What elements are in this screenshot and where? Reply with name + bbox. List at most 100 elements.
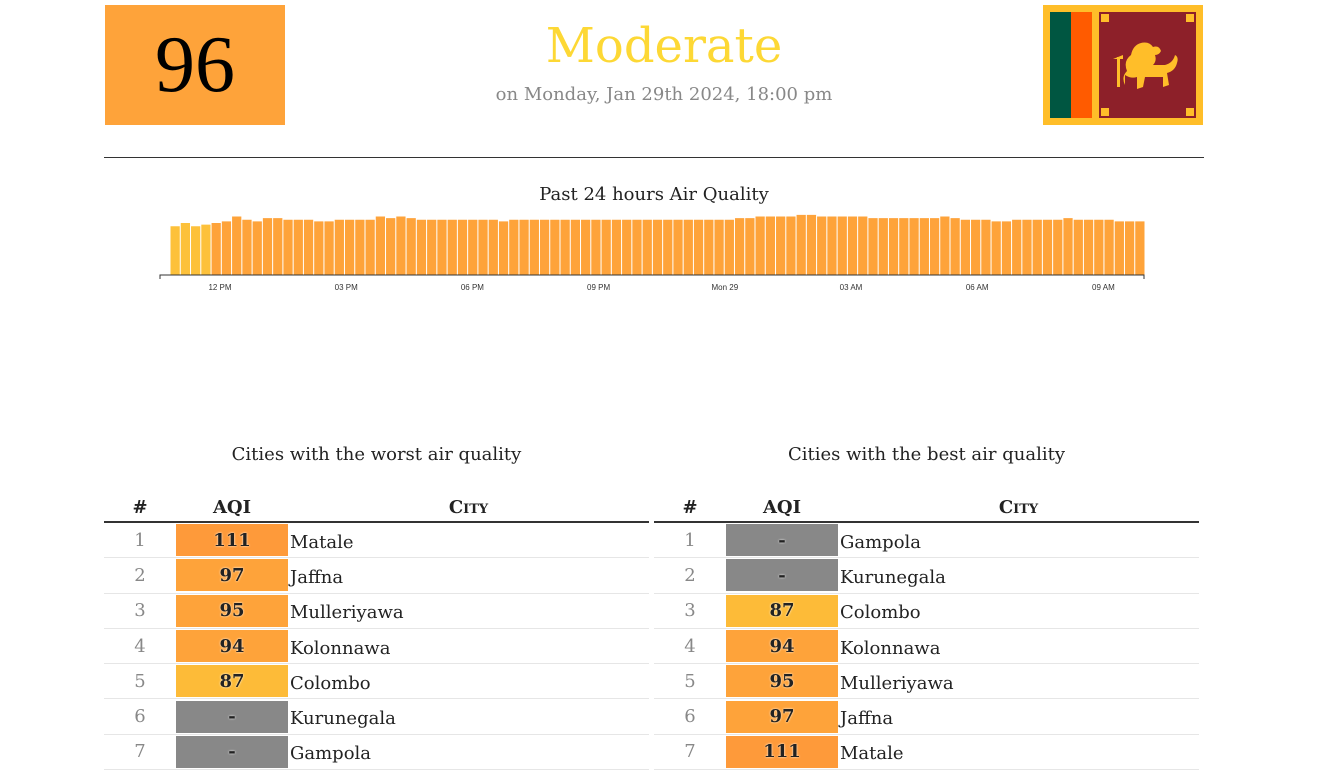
chart-bar[interactable] xyxy=(1022,219,1032,275)
chart-bar[interactable] xyxy=(601,219,611,275)
chart-bar[interactable] xyxy=(1124,221,1135,276)
chart-bar[interactable] xyxy=(437,219,447,275)
chart-bar[interactable] xyxy=(324,221,334,276)
chart-bar[interactable] xyxy=(365,219,375,275)
chart-bar[interactable] xyxy=(765,216,776,276)
table-row[interactable]: 5 95 Mulleriyawa xyxy=(654,664,1199,700)
chart-bar[interactable] xyxy=(827,216,837,276)
chart-bar[interactable] xyxy=(447,219,457,275)
table-row[interactable]: 4 94 Kolonnawa xyxy=(104,629,649,665)
chart-bar[interactable] xyxy=(837,216,847,276)
chart-bar[interactable] xyxy=(611,219,622,275)
chart-bar[interactable] xyxy=(242,219,252,275)
chart-bar[interactable] xyxy=(693,219,704,275)
table-row[interactable]: 1 111 Matale xyxy=(104,523,649,559)
chart-bar[interactable] xyxy=(273,218,283,276)
city-name[interactable]: Jaffna xyxy=(290,566,344,588)
chart-bar[interactable] xyxy=(652,219,663,275)
chart-bar[interactable] xyxy=(283,219,293,275)
table-row[interactable]: 2 - Kurunegala xyxy=(654,558,1199,594)
table-row[interactable]: 6 97 Jaffna xyxy=(654,699,1199,735)
chart-bar[interactable] xyxy=(539,219,550,275)
chart-bar[interactable] xyxy=(745,218,755,276)
city-name[interactable]: Mulleriyawa xyxy=(840,672,954,694)
chart-bar[interactable] xyxy=(1053,219,1063,275)
chart-bar[interactable] xyxy=(478,219,488,275)
chart-bar[interactable] xyxy=(632,219,642,275)
chart-bar[interactable] xyxy=(488,219,498,275)
chart-bar[interactable] xyxy=(427,219,437,275)
chart-bar[interactable] xyxy=(991,221,1001,276)
chart-bar[interactable] xyxy=(416,219,427,275)
chart-bar[interactable] xyxy=(1073,219,1083,275)
chart-bar[interactable] xyxy=(386,218,396,276)
table-row[interactable]: 4 94 Kolonnawa xyxy=(654,629,1199,665)
chart-bar[interactable] xyxy=(981,219,991,275)
chart-bar[interactable] xyxy=(724,219,734,275)
chart-bar[interactable] xyxy=(406,218,416,276)
chart-bar[interactable] xyxy=(252,221,262,276)
chart-bar[interactable] xyxy=(1114,221,1124,276)
city-name[interactable]: Gampola xyxy=(290,743,372,765)
chart-bar[interactable] xyxy=(570,219,581,275)
chart-bar[interactable] xyxy=(498,221,509,276)
table-row[interactable]: 5 87 Colombo xyxy=(104,664,649,700)
chart-bar[interactable] xyxy=(673,219,683,275)
chart-bar[interactable] xyxy=(550,219,560,275)
chart-bar[interactable] xyxy=(1104,219,1114,275)
chart-bar[interactable] xyxy=(888,218,899,276)
chart-bar[interactable] xyxy=(704,219,714,275)
chart-bar[interactable] xyxy=(396,216,406,276)
chart-bar[interactable] xyxy=(1001,221,1012,276)
chart-bar[interactable] xyxy=(878,218,888,276)
chart-bar[interactable] xyxy=(960,219,971,275)
chart-bar[interactable] xyxy=(663,219,673,275)
table-row[interactable]: 1 - Gampola xyxy=(654,523,1199,559)
chart-bar[interactable] xyxy=(1012,219,1022,275)
city-name[interactable]: Gampola xyxy=(840,531,922,553)
chart-bar[interactable] xyxy=(519,219,529,275)
chart-bar[interactable] xyxy=(1094,219,1104,275)
city-name[interactable]: Kurunegala xyxy=(840,566,946,588)
chart-bar[interactable] xyxy=(817,216,827,276)
chart-bar[interactable] xyxy=(786,216,796,276)
chart-bar[interactable] xyxy=(642,219,652,275)
table-row[interactable]: 7 111 Matale xyxy=(654,735,1199,770)
table-row[interactable]: 3 87 Colombo xyxy=(654,594,1199,629)
chart-bar[interactable] xyxy=(509,219,519,275)
chart-bar[interactable] xyxy=(314,221,324,276)
chart-bar[interactable] xyxy=(858,216,868,276)
table-row[interactable]: 2 97 Jaffna xyxy=(104,558,649,594)
chart-bar[interactable] xyxy=(344,219,355,275)
chart-bar[interactable] xyxy=(211,223,221,275)
chart-bar[interactable] xyxy=(1083,219,1094,275)
chart-bar[interactable] xyxy=(806,214,817,276)
city-name[interactable]: Kolonnawa xyxy=(290,637,391,659)
chart-bar[interactable] xyxy=(899,218,909,276)
chart-bar[interactable] xyxy=(591,219,601,275)
chart-bar[interactable] xyxy=(755,216,765,276)
chart-bar[interactable] xyxy=(262,218,273,276)
chart-bar[interactable] xyxy=(221,221,232,276)
city-name[interactable]: Matale xyxy=(290,531,354,553)
chart-bar[interactable] xyxy=(909,218,919,276)
chart-bar[interactable] xyxy=(776,216,786,276)
chart-bar[interactable] xyxy=(940,216,950,276)
chart-bar[interactable] xyxy=(714,219,724,275)
chart-bar[interactable] xyxy=(180,223,191,275)
city-name[interactable]: Colombo xyxy=(290,672,371,694)
chart-bar[interactable] xyxy=(1032,219,1042,275)
chart-bar[interactable] xyxy=(232,216,242,276)
chart-bar[interactable] xyxy=(1042,219,1053,275)
table-row[interactable]: 3 95 Mulleriyawa xyxy=(104,594,649,629)
chart-bar[interactable] xyxy=(529,219,539,275)
table-row[interactable]: 6 - Kurunegala xyxy=(104,699,649,735)
chart-bar[interactable] xyxy=(457,219,468,275)
chart-bar[interactable] xyxy=(170,226,180,275)
chart-bar[interactable] xyxy=(796,214,806,276)
city-name[interactable]: Jaffna xyxy=(840,708,894,730)
chart-bar[interactable] xyxy=(334,219,344,275)
chart-bar[interactable] xyxy=(468,219,478,275)
chart-bar[interactable] xyxy=(950,218,960,276)
chart-bar[interactable] xyxy=(201,224,211,276)
